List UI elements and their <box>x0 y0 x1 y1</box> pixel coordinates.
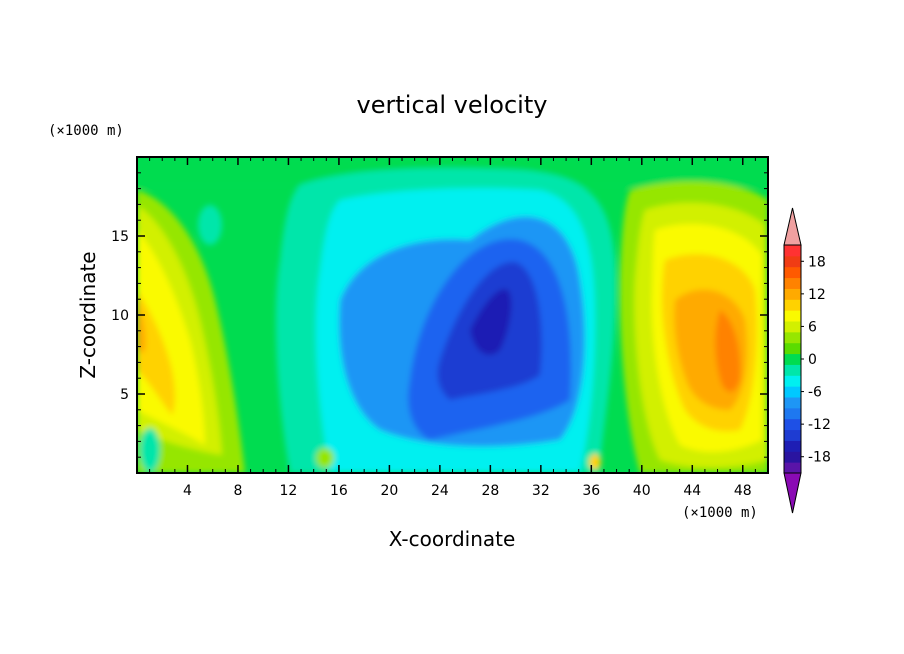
x-tick-label: 20 <box>380 483 398 499</box>
y-axis-units: (×1000 m) <box>48 123 124 139</box>
y-tick-label: 5 <box>120 387 129 403</box>
y-tick-label: 15 <box>111 229 129 245</box>
x-tick-label: 36 <box>582 483 600 499</box>
colorbar-bin <box>784 331 801 344</box>
colorbar-bin <box>784 429 801 441</box>
colorbar-bin <box>784 277 801 289</box>
colorbar-bin <box>784 397 801 409</box>
x-tick-label: 28 <box>481 483 499 499</box>
colorbar-label: -18 <box>808 450 831 466</box>
x-tick-label: 4 <box>183 483 192 499</box>
colorbar-bin <box>784 245 801 257</box>
colorbar-bin <box>784 407 801 420</box>
colorbar-extend-min <box>783 472 802 514</box>
x-tick-label: 40 <box>633 483 651 499</box>
x-tick-label: 44 <box>683 483 701 499</box>
y-axis: 5 10 15 <box>111 172 768 458</box>
colorbar-label: -6 <box>808 385 822 401</box>
colorbar-bin <box>784 353 801 365</box>
colorbar: 18 12 6 0 -6 -12 -18 <box>783 207 831 514</box>
colorbar-label: -12 <box>808 417 831 433</box>
colorbar-label: 12 <box>808 287 826 303</box>
colorbar-bin <box>784 375 801 387</box>
colorbar-bin <box>784 451 801 463</box>
x-tick-label: 24 <box>431 483 449 499</box>
colorbar-label: 18 <box>808 254 826 270</box>
colorbar-bin <box>784 321 801 333</box>
x-tick-label: 16 <box>330 483 348 499</box>
x-tick-label: 8 <box>233 483 242 499</box>
x-axis-label: X-coordinate <box>389 527 516 551</box>
colorbar-extend-max <box>783 207 802 246</box>
x-tick-label: 48 <box>734 483 752 499</box>
colorbar-bin <box>784 266 801 279</box>
colorbar-label: 6 <box>808 319 817 335</box>
colorbar-label: 0 <box>808 352 817 368</box>
field-shapes <box>137 157 768 473</box>
x-axis-units: (×1000 m) <box>682 505 758 521</box>
colorbar-bin <box>784 342 801 355</box>
x-tick-label: 12 <box>280 483 298 499</box>
colorbar-bin <box>784 440 801 452</box>
colorbar-bin <box>784 418 801 431</box>
colorbar-bin <box>784 310 801 322</box>
x-tick-label: 32 <box>532 483 550 499</box>
chart-title: vertical velocity <box>357 91 548 119</box>
colorbar-bin <box>784 462 801 474</box>
x-axis: 4 8 12 16 20 24 28 32 36 40 44 48 <box>149 157 756 499</box>
colorbar-bin <box>784 364 801 376</box>
colorbar-bin <box>784 386 801 398</box>
contour-field <box>137 157 768 473</box>
y-tick-label: 10 <box>111 308 129 324</box>
colorbar-bin <box>784 288 801 300</box>
colorbar-bin <box>784 255 801 268</box>
colorbar-bin <box>784 299 801 311</box>
y-axis-label: Z-coordinate <box>76 251 100 378</box>
